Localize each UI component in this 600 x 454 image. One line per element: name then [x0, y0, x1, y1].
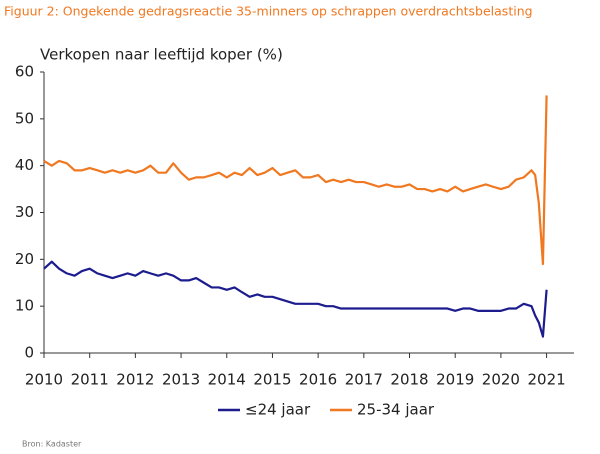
x-tick-label: 2019: [436, 371, 474, 389]
x-tick-label: 2010: [25, 371, 63, 389]
y-tick-label: 0: [24, 344, 34, 362]
chart-title: Figuur 2: Ongekende gedragsreactie 35-mi…: [4, 4, 533, 19]
x-tick-label: 2012: [116, 371, 154, 389]
source: Bron: Kadaster: [22, 440, 82, 449]
y-tick-label: 50: [15, 109, 34, 127]
y-tick-label: 10: [15, 297, 34, 315]
y-axis-label: Verkopen naar leeftijd koper (%): [40, 46, 283, 64]
series-line: [43, 95, 548, 266]
legend-label: 25-34 jaar: [357, 401, 435, 419]
x-tick-label: 2016: [299, 371, 337, 389]
legend-label: ≤24 jaar: [245, 401, 311, 419]
y-tick-label: 20: [15, 250, 34, 268]
x-tick-label: 2014: [208, 371, 246, 389]
y-tick-label: 40: [15, 156, 34, 174]
y-tick-label: 60: [15, 63, 34, 81]
x-tick-label: 2017: [345, 371, 383, 389]
y-tick-label: 30: [15, 203, 34, 221]
x-tick-label: 2011: [71, 371, 109, 389]
x-tick-label: 2021: [527, 371, 565, 389]
x-tick-label: 2020: [482, 371, 520, 389]
x-tick-label: 2015: [253, 371, 291, 389]
series-line: [43, 260, 548, 338]
x-tick-label: 2018: [390, 371, 428, 389]
x-tick-label: 2013: [162, 371, 200, 389]
